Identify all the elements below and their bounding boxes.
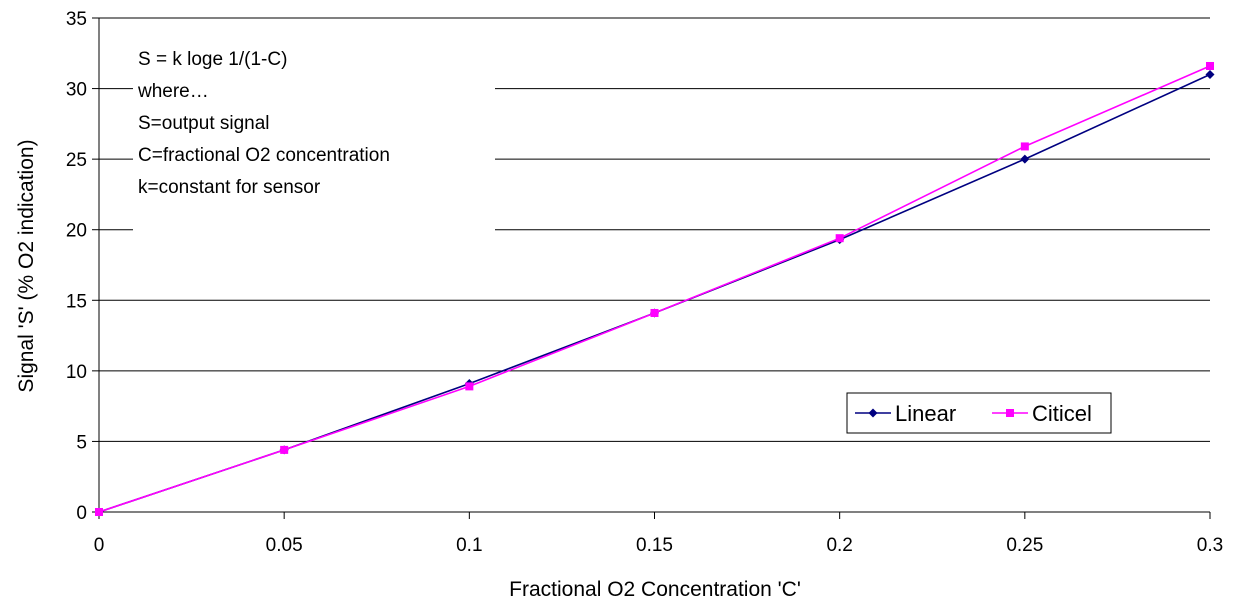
annotation-line-2: S=output signal	[138, 113, 270, 134]
series-citicel	[95, 61, 1214, 516]
y-tick-label-3: 15	[66, 291, 87, 312]
y-tick-label-6: 30	[66, 80, 87, 101]
x-axis-label: Fractional O2 Concentration 'C'	[509, 578, 801, 601]
annotation-line-1: where…	[137, 81, 209, 102]
point-citicel-6	[1206, 61, 1214, 70]
point-citicel-4	[835, 234, 844, 243]
y-tick-label-2: 10	[66, 362, 87, 383]
legend: Linear Citicel	[846, 392, 1112, 434]
x-axis-tick-labels: 0 0.05 0.1 0.15 0.2 0.25 0.3	[94, 535, 1224, 556]
x-tick-label-1: 0.05	[266, 535, 303, 556]
legend-marker-citicel	[1006, 409, 1014, 417]
point-citicel-3	[650, 308, 659, 317]
y-tick-label-7: 35	[66, 9, 87, 30]
point-citicel-0	[95, 508, 103, 516]
point-linear-6	[1205, 69, 1215, 79]
legend-label-linear: Linear	[895, 401, 956, 426]
legend-marker-linear	[868, 408, 878, 418]
point-citicel-2	[465, 382, 474, 391]
annotation-line-4: k=constant for sensor	[138, 177, 321, 198]
y-tick-label-5: 25	[66, 150, 87, 171]
legend-item-linear: Linear	[855, 401, 956, 426]
y-axis-tick-labels: 0 5 10 15 20 25 30 35	[66, 9, 87, 524]
x-tick-label-6: 0.3	[1197, 535, 1223, 556]
formula-annotation: S = k loge 1/(1-C) where… S=output signal C…	[133, 28, 495, 236]
x-tick-label-5: 0.25	[1006, 535, 1043, 556]
x-tick-label-3: 0.15	[636, 535, 673, 556]
annotation-line-3: C=fractional O2 concentration	[138, 145, 390, 166]
y-axis-label: Signal 'S' (% O2 indication)	[15, 139, 38, 392]
y-tick-label-0: 0	[76, 503, 87, 524]
point-linear-5	[1020, 154, 1030, 164]
x-tick-label-4: 0.2	[826, 535, 852, 556]
data-series	[94, 61, 1215, 517]
annotation-background	[133, 28, 495, 236]
y-tick-label-1: 5	[76, 432, 87, 453]
x-tick-label-2: 0.1	[456, 535, 482, 556]
point-citicel-1	[280, 445, 289, 454]
legend-label-citicel: Citicel	[1032, 401, 1092, 426]
x-tick-label-0: 0	[94, 535, 105, 556]
y-tick-label-4: 20	[66, 221, 87, 242]
point-citicel-5	[1020, 142, 1029, 151]
legend-item-citicel: Citicel	[992, 401, 1092, 426]
annotation-line-0: S = k loge 1/(1-C)	[138, 49, 287, 70]
axes	[92, 17, 1211, 519]
